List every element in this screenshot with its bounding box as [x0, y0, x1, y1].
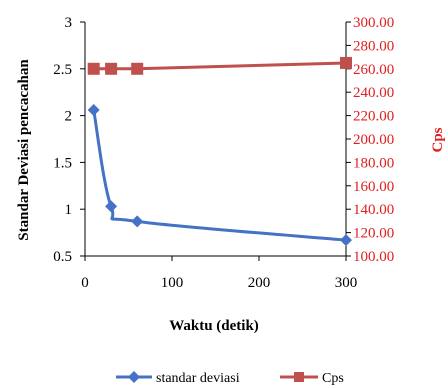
y-tick-label: 1 [65, 202, 73, 218]
y2-axis-title: Cps [430, 127, 446, 152]
y2-tick-label: 300.00 [353, 15, 394, 31]
y-tick-label: 0.5 [53, 249, 72, 265]
series [87, 56, 352, 247]
ticks: 0.5 1 1.5 2 2.5 3 100.00 120.00 140.00 160.00 180.… [53, 15, 394, 291]
series-cps [87, 56, 352, 75]
data-point-cps [131, 62, 144, 75]
legend-label-standar-deviasi: standar deviasi [156, 371, 240, 386]
x-tick-label: 100 [161, 275, 184, 291]
y-tick-label: 2 [65, 109, 73, 125]
y2-tick-label: 120.00 [353, 226, 394, 242]
y2-tick-label: 160.00 [353, 179, 394, 195]
data-point-standar-deviasi [105, 200, 118, 213]
x-tick-label: 300 [335, 275, 358, 291]
y2-tick-label: 100.00 [353, 249, 394, 265]
data-point-standar-deviasi [131, 215, 144, 228]
legend-marker-standar-deviasi [128, 371, 140, 383]
y2-tick-label: 180.00 [353, 155, 394, 171]
y2-tick-label: 280.00 [353, 38, 394, 54]
y-tick-label: 3 [65, 15, 73, 31]
legend: standar deviasi Cps [116, 371, 344, 386]
data-point-cps [105, 62, 118, 75]
y2-tick-label: 200.00 [353, 132, 394, 148]
y2-tick-label: 260.00 [353, 62, 394, 78]
data-point-standar-deviasi [87, 103, 100, 116]
y-tick-label: 2.5 [53, 62, 72, 78]
legend-label-cps: Cps [322, 371, 344, 386]
x-tick-label: 200 [248, 275, 271, 291]
data-point-cps [87, 62, 100, 75]
series-line-standar-deviasi [92, 109, 347, 242]
y2-tick-label: 140.00 [353, 202, 394, 218]
y2-tick-label: 220.00 [353, 109, 394, 125]
y2-tick-label: 240.00 [353, 85, 394, 101]
legend-marker-cps [294, 372, 304, 382]
data-point-cps [340, 56, 352, 69]
y-tick-label: 1.5 [53, 155, 72, 171]
series-line-cps [93, 61, 347, 71]
x-tick-label: 0 [81, 275, 89, 291]
data-point-standar-deviasi [340, 234, 352, 247]
series-standar-deviasi [87, 103, 352, 247]
y-axis-title: Standar Deviasi pencacahan [16, 59, 32, 241]
x-axis-title: Waktu (detik) [169, 318, 259, 334]
